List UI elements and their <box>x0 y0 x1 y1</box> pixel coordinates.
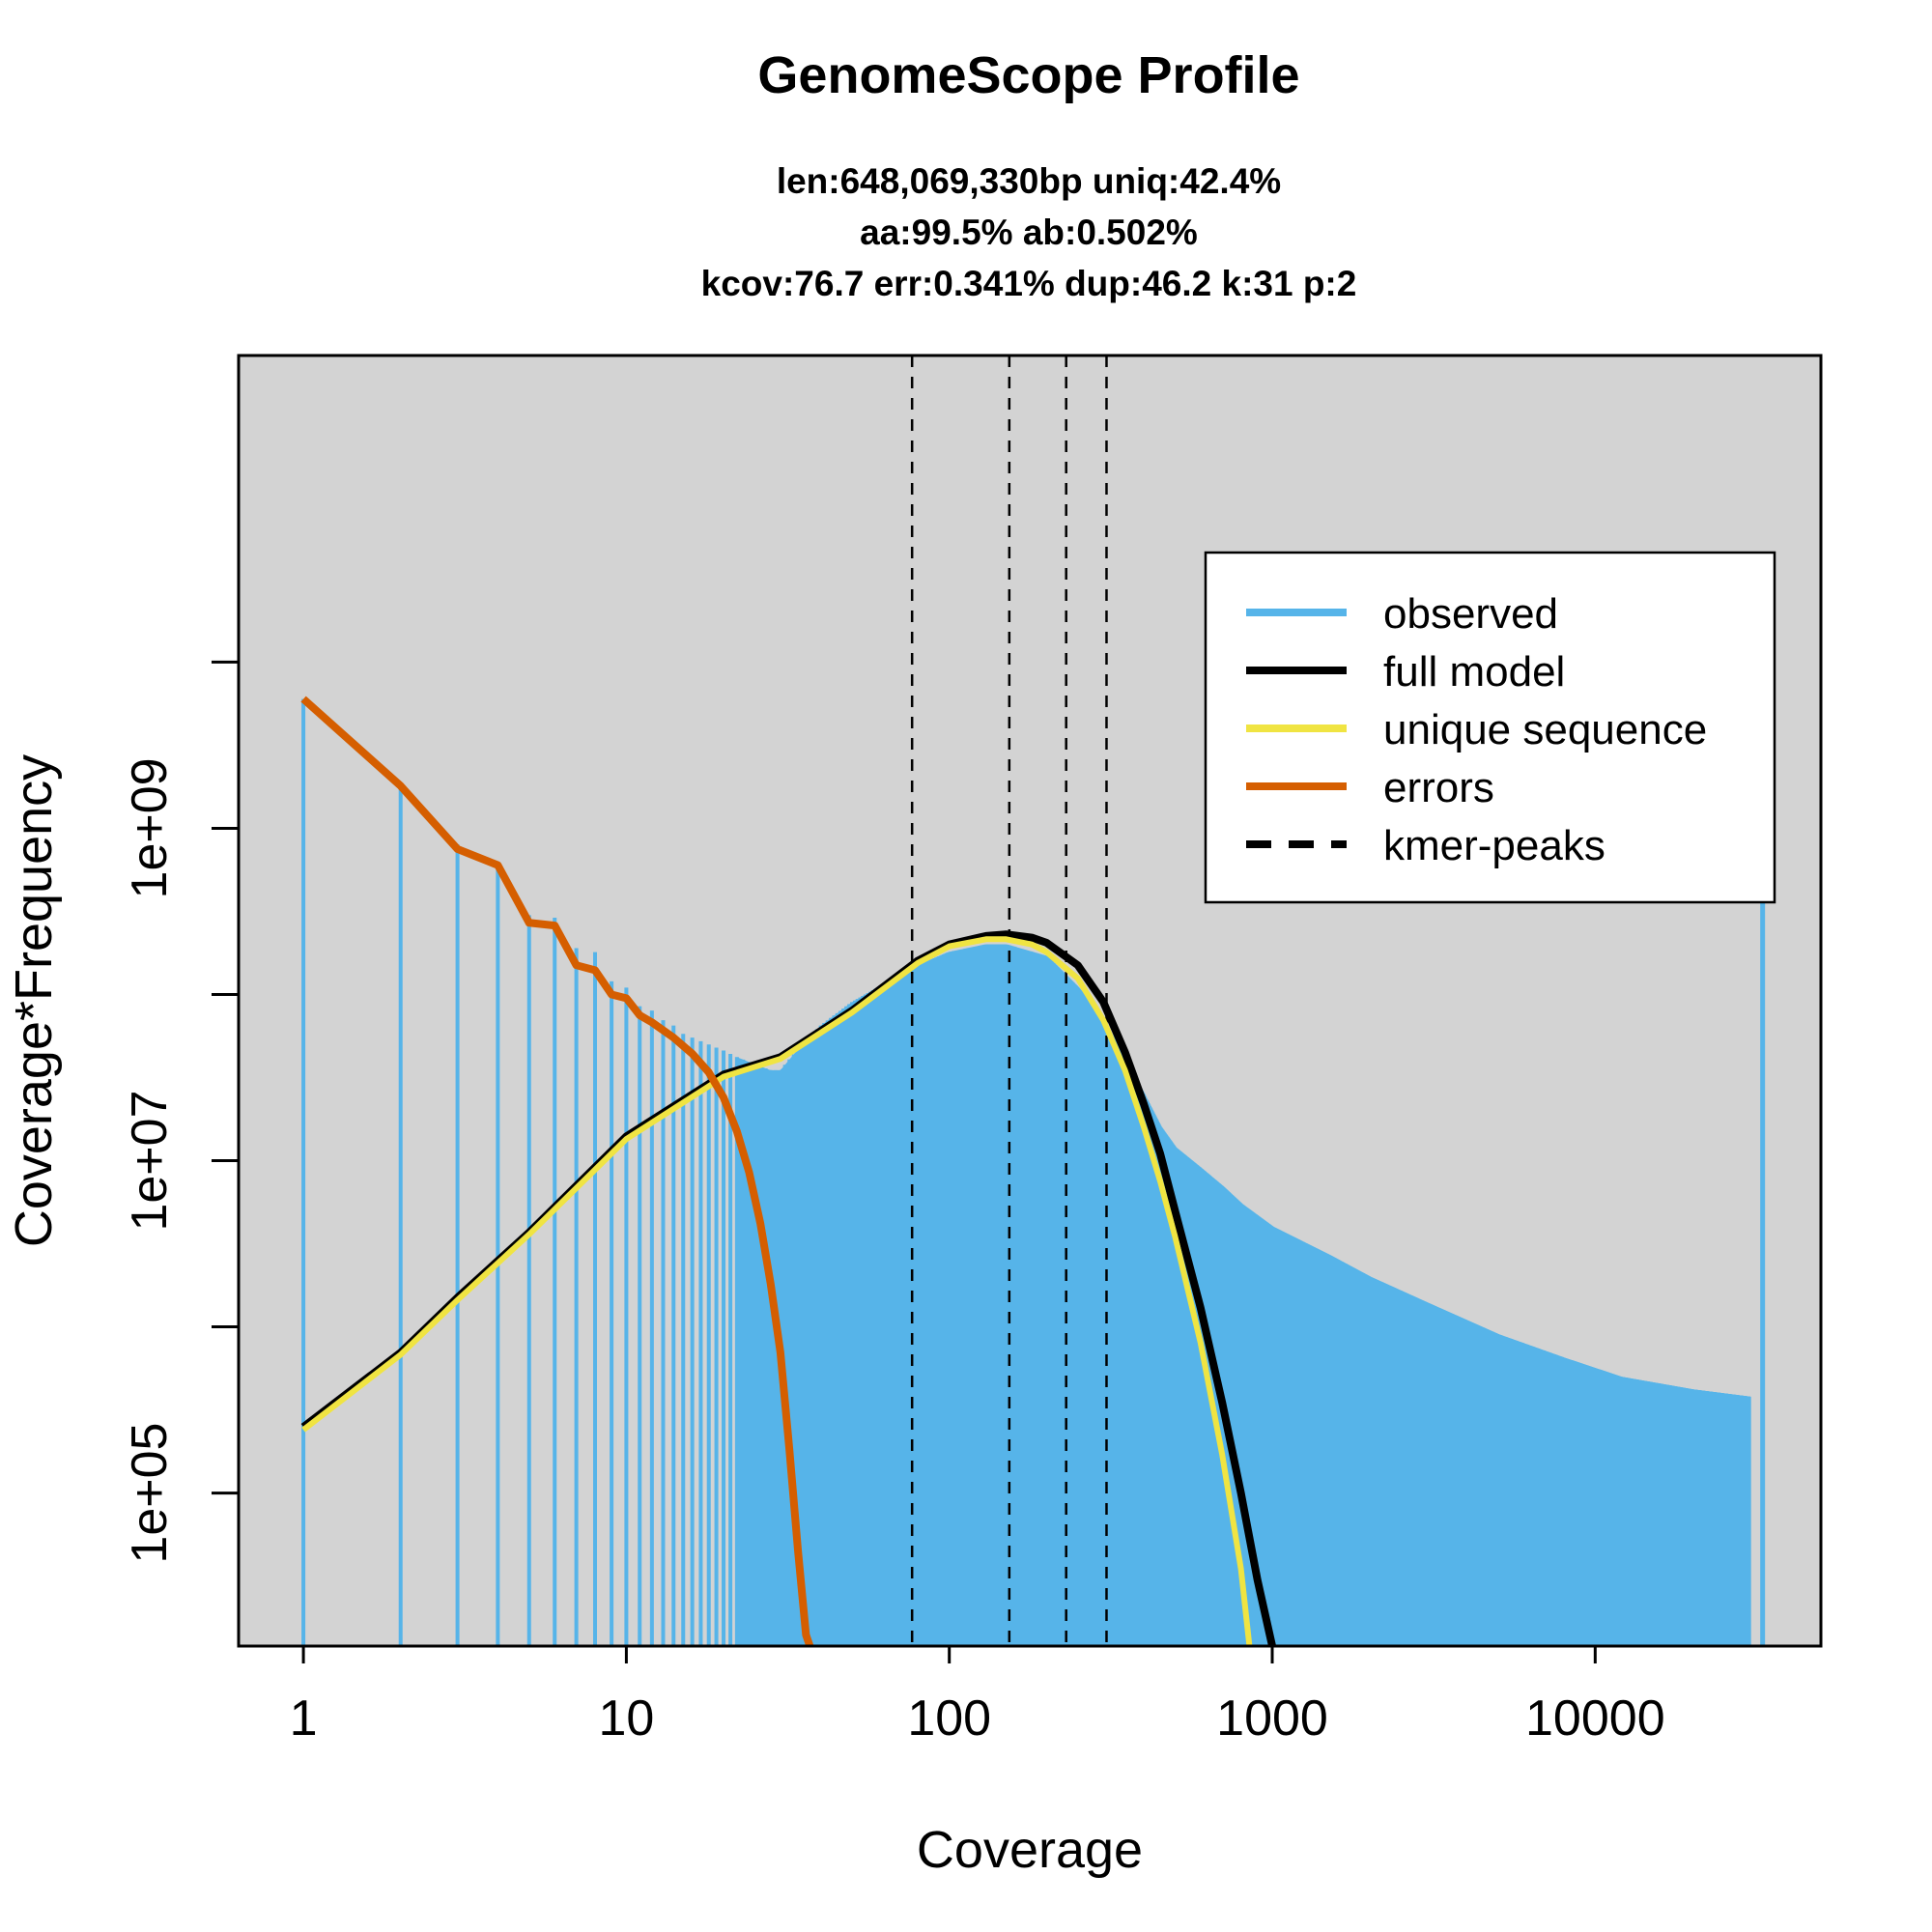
x-tick-label: 10000 <box>1525 1690 1665 1747</box>
legend-label-full-model: full model <box>1383 648 1565 696</box>
y-axis: 1e+05 1e+07 1e+09 <box>122 660 239 1564</box>
y-tick-label: 1e+09 <box>122 757 178 898</box>
x-tick-label: 100 <box>907 1690 991 1747</box>
unique-sequence-line <box>301 936 1253 1647</box>
plot-frame <box>237 354 1823 1648</box>
observed-series <box>301 561 1766 1646</box>
legend-label-kmer-peaks: kmer-peaks <box>1383 822 1605 869</box>
x-axis-label: Coverage <box>917 1821 1143 1879</box>
y-tick-label: 1e+05 <box>122 1423 178 1564</box>
legend-label-unique-sequence: unique sequence <box>1383 706 1707 753</box>
x-axis: 1 10 100 1000 10000 <box>290 1646 1665 1747</box>
observed-area <box>736 944 1749 1646</box>
legend: observed full model unique sequence errors k… <box>1204 551 1776 904</box>
legend-label-observed: observed <box>1383 590 1558 638</box>
x-tick-label: 1 <box>290 1690 318 1747</box>
chart-subtitle-line-2: aa:99.5% ab:0.502% <box>860 213 1198 252</box>
x-tick-label: 1000 <box>1216 1690 1328 1747</box>
chart-subtitle-line-1: len:648,069,330bp uniq:42.4% <box>777 161 1281 201</box>
chart-title: GenomeScope Profile <box>757 46 1299 104</box>
legend-label-errors: errors <box>1383 764 1494 811</box>
model-lines <box>300 696 1276 1648</box>
chart-subtitle-line-3: kcov:76.7 err:0.341% dup:46.2 k:31 p:2 <box>701 264 1357 303</box>
y-axis-label: Coverage*Frequency <box>5 754 63 1247</box>
errors-line <box>300 696 814 1648</box>
x-tick-label: 10 <box>598 1690 654 1747</box>
y-tick-label: 1e+07 <box>122 1090 178 1231</box>
